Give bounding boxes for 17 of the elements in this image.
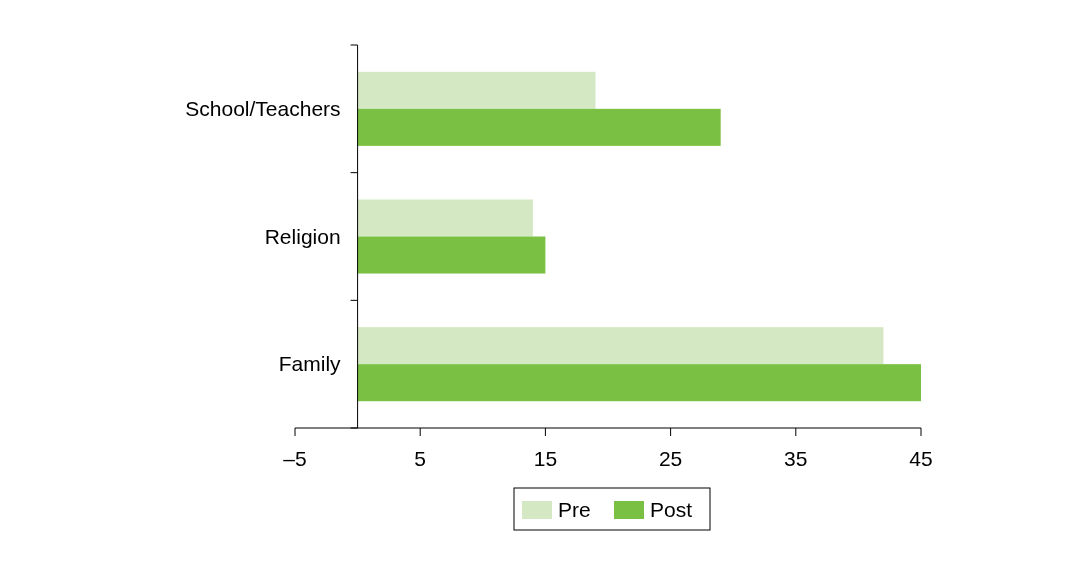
x-tick-label: 5	[414, 447, 427, 470]
x-tick-label: 45	[909, 447, 933, 470]
bar	[357, 364, 921, 402]
x-tick-label: 35	[784, 447, 808, 470]
bar	[357, 108, 721, 146]
bar	[357, 236, 546, 274]
x-tick-label: –5	[283, 447, 307, 470]
bar	[357, 199, 533, 237]
legend-label: Pre	[558, 498, 591, 521]
bar	[357, 327, 884, 365]
y-tick-label: Family	[278, 352, 342, 376]
y-tick-label: Religion	[264, 224, 341, 248]
y-tick-label: School/Teachers	[185, 96, 341, 120]
x-tick-label: 25	[658, 447, 683, 470]
x-tick-label: 15	[533, 447, 558, 470]
bar	[357, 71, 596, 109]
legend-label: Post	[650, 498, 693, 521]
